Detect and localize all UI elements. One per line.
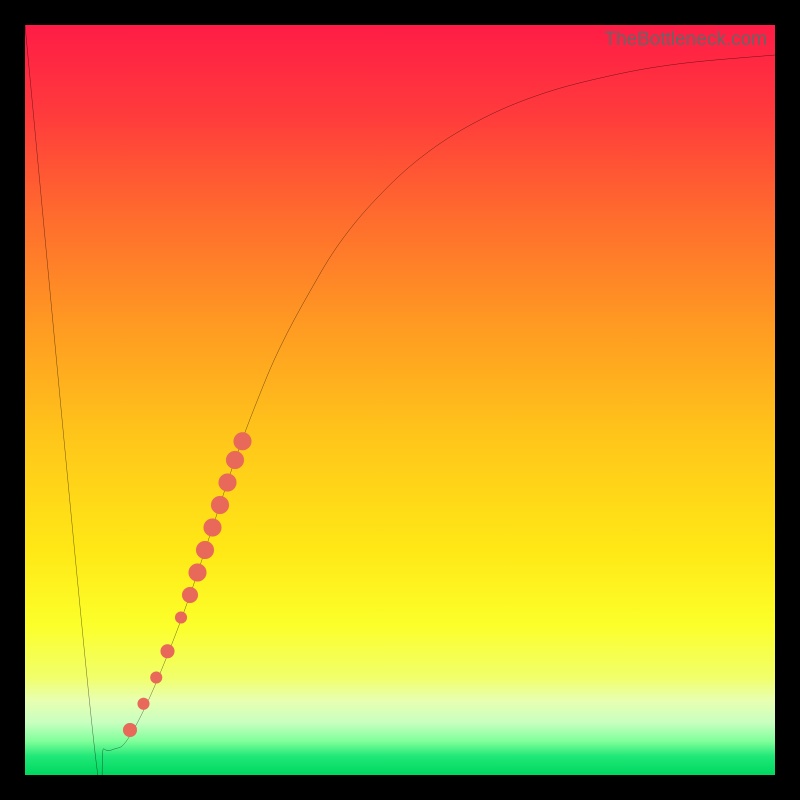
data-marker: [150, 672, 162, 684]
data-marker: [196, 541, 214, 559]
data-marker: [123, 723, 137, 737]
plot-area: TheBottleneck.com: [25, 25, 775, 775]
curve-layer: [25, 25, 775, 775]
data-marker: [138, 698, 150, 710]
data-marker: [219, 474, 237, 492]
data-marker: [226, 451, 244, 469]
watermark-text: TheBottleneck.com: [604, 29, 767, 51]
chart-frame: TheBottleneck.com: [0, 0, 800, 800]
data-marker: [161, 644, 175, 658]
data-marker: [204, 519, 222, 537]
data-marker: [189, 564, 207, 582]
data-marker: [234, 432, 252, 450]
marker-group: [123, 432, 252, 737]
data-marker: [175, 612, 187, 624]
data-marker: [211, 496, 229, 514]
bottleneck-curve: [25, 25, 775, 775]
data-marker: [182, 587, 198, 603]
